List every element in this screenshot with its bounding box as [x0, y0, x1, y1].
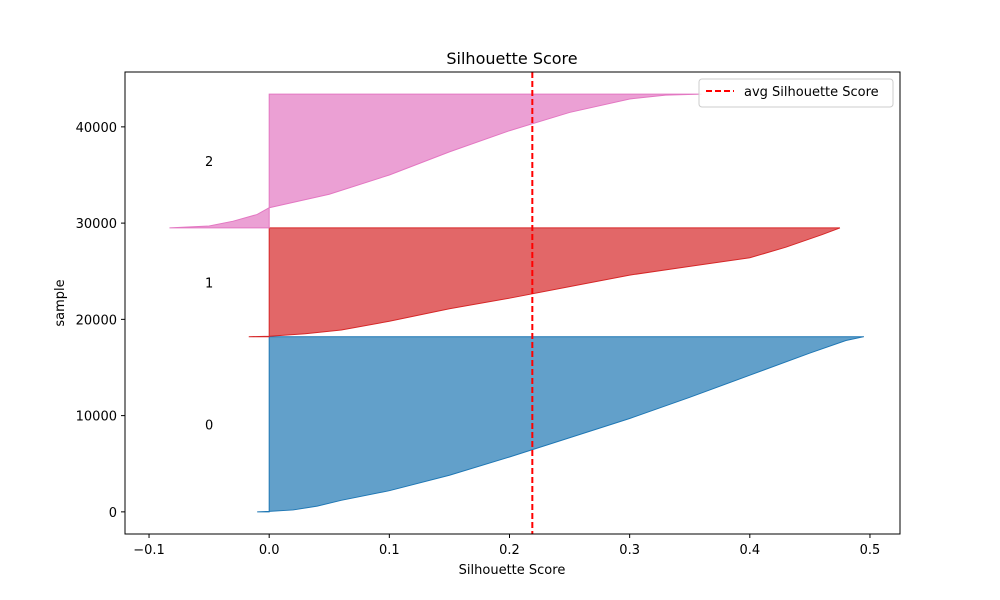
- x-tick-label: 0.4: [739, 543, 760, 558]
- x-tick-label: 0.5: [860, 543, 881, 558]
- x-tick-label: 0.3: [619, 543, 640, 558]
- cluster-label-0: 0: [205, 418, 213, 433]
- y-axis-ticks: 0 10000 20000 30000 40000: [76, 121, 125, 521]
- x-tick-label: 0.1: [379, 543, 400, 558]
- legend-box: [698, 78, 894, 108]
- cluster-labels-layer: 0 1 2: [205, 155, 213, 433]
- clusters-layer: [169, 93, 865, 513]
- legend: avg Silhouette Score: [698, 78, 894, 108]
- x-tick-label: 0.0: [259, 543, 280, 558]
- y-tick-label: 10000: [76, 410, 117, 425]
- cluster-1-silhouette: [248, 227, 841, 338]
- cluster-label-1: 1: [205, 276, 213, 291]
- legend-label-avg-line: avg Silhouette Score: [744, 85, 879, 100]
- y-tick-label: 40000: [76, 121, 117, 136]
- y-axis-title: sample: [53, 279, 68, 326]
- chart-title: Silhouette Score: [446, 49, 577, 68]
- x-axis-ticks: −0.1 0.0 0.1 0.2 0.3 0.4 0.5: [133, 534, 880, 558]
- y-tick-label: 20000: [76, 313, 117, 328]
- plot-frame: [124, 71, 901, 535]
- cluster-0-silhouette: [257, 336, 865, 513]
- x-tick-label: 0.2: [499, 543, 520, 558]
- y-tick-label: 0: [109, 506, 117, 521]
- x-axis-title: Silhouette Score: [459, 563, 566, 578]
- x-tick-label: −0.1: [133, 543, 165, 558]
- cluster-label-2: 2: [205, 155, 213, 170]
- cluster-2-silhouette: [169, 93, 702, 229]
- y-tick-label: 30000: [76, 217, 117, 232]
